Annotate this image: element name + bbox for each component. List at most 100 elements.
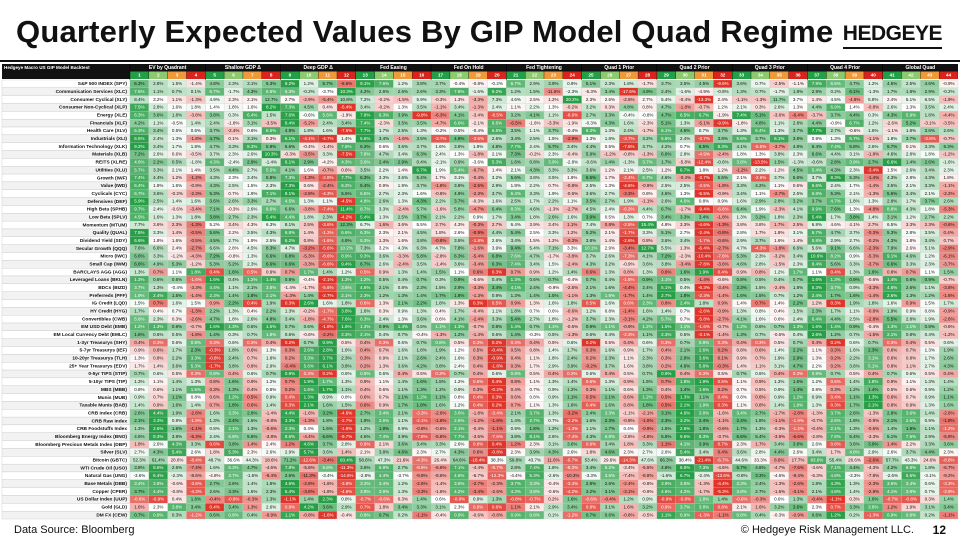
cell-value: 1.4% (736, 363, 746, 368)
cell-value: -4.8% (867, 207, 879, 212)
cell-value: 0.9% (925, 395, 935, 400)
cell-value: 1.4% (191, 120, 201, 125)
cell-value: 0.5% (718, 379, 728, 384)
cell-value: 1.4% (849, 489, 859, 494)
cell-value: 0.2% (831, 355, 841, 360)
cell-value: -0.4% (491, 348, 503, 353)
cell-value: 5.8% (699, 363, 709, 368)
cell-value: 1.2% (586, 308, 596, 313)
cell-value: 3.7% (925, 199, 935, 204)
cell-value: -10.3% (565, 473, 579, 478)
cell-value: 20.2% (566, 97, 579, 102)
cell-value: 1.3% (417, 308, 427, 313)
cell-value: 3.4% (680, 238, 690, 243)
cell-value: 0.7% (849, 332, 859, 337)
cell-value: 1.4% (247, 481, 257, 486)
cell-value: -5.3% (303, 254, 315, 259)
cell-value: 0.7% (172, 89, 182, 94)
cell-value: 4.1% (849, 222, 859, 227)
cell-value: 5.7% (849, 136, 859, 141)
cell-value: 6.6% (341, 230, 351, 235)
cell-value: 3.6% (360, 465, 370, 470)
cell-value: 7.8% (831, 434, 841, 439)
cell-value: 0.6% (247, 128, 257, 133)
cell-value: 8.4% (285, 120, 295, 125)
cell-value: 4.3% (887, 175, 897, 180)
row-label: Bitcoin (GBTC) (93, 457, 128, 463)
cell-value: 2.6% (247, 316, 257, 321)
cell-value: 0.6% (906, 387, 916, 392)
cell-value: 1.7% (398, 403, 408, 408)
cell-value: 3.8% (341, 308, 351, 313)
cell-value: 8.7% (360, 207, 370, 212)
cell-value: -1.1% (190, 426, 202, 431)
cell-value: 0.8% (642, 238, 652, 243)
cell-value: 10.3% (340, 89, 353, 94)
cell-value: 1.8% (511, 183, 521, 188)
cell-value: 7.4% (529, 465, 539, 470)
cell-value: 2.1% (435, 214, 445, 219)
cell-value: 0.5% (605, 340, 615, 345)
cell-value: 0.4% (680, 285, 690, 290)
cell-value: 4.6% (360, 434, 370, 439)
cell-value: 2.6% (379, 199, 389, 204)
row-label: Energy (XLE) (97, 113, 128, 119)
column-header-cell (393, 71, 413, 79)
cell-value: 2.3% (228, 152, 238, 157)
cell-value: 4.7% (849, 81, 859, 86)
cell-value: 0.8% (755, 269, 765, 274)
cell-value: 2.7% (586, 112, 596, 117)
cell-value: -4.8% (209, 473, 221, 478)
cell-value: 4.2% (661, 144, 671, 149)
cell-value: -3.5% (265, 120, 277, 125)
column-header-cell (619, 71, 638, 79)
cell-value: 1.3% (454, 97, 464, 102)
cell-value: -9.4% (698, 207, 710, 212)
cell-value: 7.3% (285, 105, 295, 110)
cell-value: 0.4% (831, 395, 841, 400)
cell-value: -1.6% (642, 418, 654, 423)
cell-value: 2.3% (247, 214, 257, 219)
cell-value: 1.2% (341, 269, 351, 274)
cell-value: -0.8% (679, 497, 691, 502)
cell-value: 4.3% (586, 261, 596, 266)
cell-value: 1.2% (718, 167, 728, 172)
cell-value: 5.5% (887, 316, 897, 321)
cell-value: 2.6% (887, 105, 897, 110)
cell-value: -2.4% (698, 473, 710, 478)
cell-value: 1.6% (624, 363, 634, 368)
cell-value: 1.9% (906, 426, 916, 431)
cell-value: -4.3% (416, 457, 428, 462)
cell-value: 6.4% (736, 207, 746, 212)
cell-value: 1.6% (228, 379, 238, 384)
cell-value: 0.3% (586, 348, 596, 353)
column-header-cell (468, 71, 488, 79)
cell-value: 7.8% (454, 89, 464, 94)
cell-value: 4.5% (285, 199, 295, 204)
cell-value: 1.8% (906, 89, 916, 94)
cell-value: 1.4% (511, 418, 521, 423)
cell-value: -0.6% (265, 426, 277, 431)
cell-value: 2.3% (605, 316, 615, 321)
cell-value: -0.6% (717, 277, 729, 282)
column-header-cell (149, 71, 168, 79)
cell-value: -5.5% (755, 144, 767, 149)
cell-value: 2.6% (699, 348, 709, 353)
cell-value: 6.7% (699, 112, 709, 117)
cell-value: 3.7% (793, 97, 803, 102)
cell-value: -2.4% (228, 128, 240, 133)
cell-value: 3.3% (736, 183, 746, 188)
cell-value: -1.7% (623, 293, 635, 298)
cell-value: -5.6% (322, 246, 334, 251)
cell-value: 2.3% (360, 293, 370, 298)
corner-label: Hedgeye Macro US GIP Model Backtest (4, 65, 90, 70)
cell-value: 0.7% (755, 301, 765, 306)
cell-value: 0.6% (379, 144, 389, 149)
cell-value: 5.8% (868, 97, 878, 102)
cell-value: 0.9% (812, 136, 822, 141)
cell-value: 6.5% (586, 175, 596, 180)
cell-value: 0.4% (210, 504, 220, 509)
cell-value: 6.5% (360, 191, 370, 196)
cell-value: 1.4% (774, 301, 784, 306)
cell-value: 3.3% (285, 418, 295, 423)
